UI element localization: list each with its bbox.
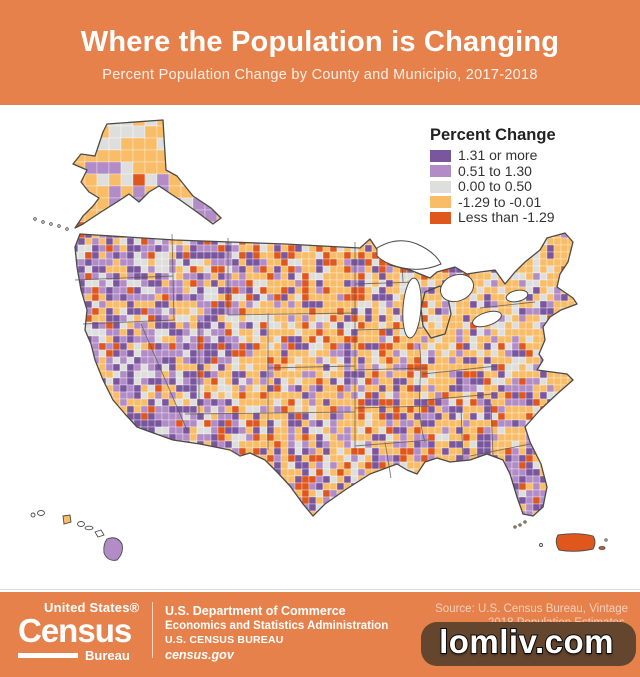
legend-label: 0.00 to 0.50 <box>458 178 532 195</box>
dept-esa: Economics and Statistics Administration <box>165 620 389 632</box>
legend-item: -1.29 to -0.01 <box>430 193 635 211</box>
legend-title: Percent Change <box>430 126 556 144</box>
header: Where the Population is Changing Percent… <box>0 0 640 105</box>
census-bureau-logo: United States® Census Bureau <box>18 600 143 663</box>
state-borders <box>74 233 536 479</box>
legend-item: 0.00 to 0.50 <box>430 179 635 195</box>
legend-label: -1.29 to -0.01 <box>458 193 542 210</box>
footer-divider-line <box>0 589 640 590</box>
legend-swatch-orange-light <box>430 196 451 209</box>
footer-vertical-divider <box>152 602 153 658</box>
alaska-boroughs <box>73 120 221 228</box>
source-line-1: Source: U.S. Census Bureau, Vintage <box>435 603 628 615</box>
legend-label: 1.31 or more <box>458 147 538 164</box>
page-subtitle: Percent Population Change by County and … <box>102 67 538 83</box>
legend-item: 1.31 or more <box>430 148 635 164</box>
legend-label: Less than -1.29 <box>458 209 555 226</box>
legend-item: Less than -1.29 <box>430 210 635 226</box>
legend-swatch-orange-dark <box>430 211 451 224</box>
hawaii-islands <box>30 510 123 561</box>
map-legend: Percent Change 1.31 or more 0.51 to 1.30… <box>430 126 635 226</box>
watermark-badge: lomliv.com <box>421 622 636 666</box>
aleutian-islands <box>33 217 69 231</box>
legend-swatch-purple-dark <box>430 149 451 162</box>
watermark-text: lomliv.com <box>438 622 614 661</box>
lake-huron <box>440 273 474 303</box>
mainland-counties <box>75 233 577 516</box>
us-county-choropleth-map <box>30 119 608 561</box>
dept-census-gov: census.gov <box>165 648 234 662</box>
legend-label: 0.51 to 1.30 <box>458 162 532 179</box>
puerto-rico <box>539 533 608 552</box>
mainland-outline <box>74 232 578 517</box>
lake-michigan <box>402 277 422 339</box>
logo-bar <box>18 653 78 659</box>
lake-erie <box>472 310 502 328</box>
lake-ontario <box>505 289 529 303</box>
florida-keys <box>513 520 527 529</box>
logo-census: Census <box>18 612 132 649</box>
alaska-outline <box>72 119 222 229</box>
legend-swatch-purple-light <box>430 165 451 178</box>
page-title: Where the Population is Changing <box>80 26 560 58</box>
map-area: Percent Change 1.31 or more 0.51 to 1.30… <box>0 105 640 589</box>
legend-swatch-gray <box>430 180 451 193</box>
department-block: U.S. Department of Commerce Economics an… <box>165 604 388 662</box>
dept-commerce: U.S. Department of Commerce <box>165 604 346 618</box>
logo-bureau: Bureau <box>85 648 130 664</box>
lake-superior <box>376 240 442 270</box>
dept-census-bureau: U.S. CENSUS BUREAU <box>165 634 284 646</box>
logo-united-states: United States® <box>44 600 140 615</box>
legend-item: 0.51 to 1.30 <box>430 162 635 180</box>
logo-bureau-row: Bureau <box>18 648 143 663</box>
